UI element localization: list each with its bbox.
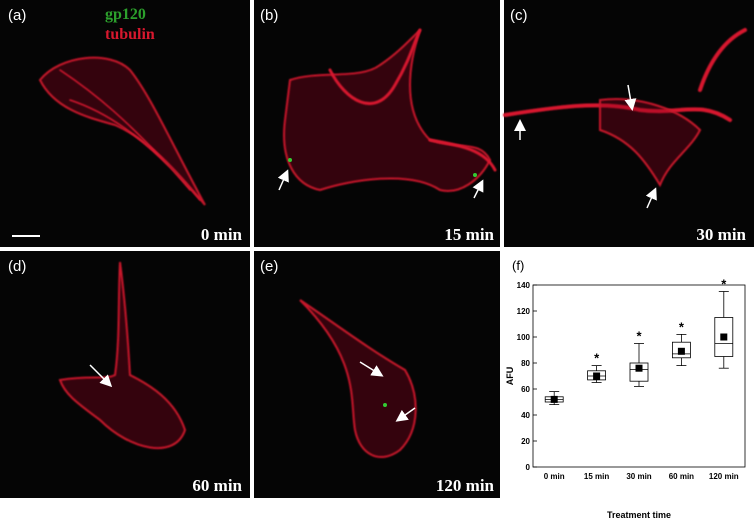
cell — [299, 299, 417, 459]
time-label: 30 min — [696, 225, 746, 244]
y-tick-label: 0 — [526, 463, 531, 472]
x-tick-label: 0 min — [544, 472, 565, 481]
mean — [593, 372, 601, 380]
gp120-spot — [473, 173, 477, 177]
panel-d: (d) 60 min — [0, 251, 250, 498]
cell — [58, 261, 187, 449]
significance: * — [636, 329, 642, 344]
x-tick-label: 120 min — [709, 472, 739, 481]
plot-frame — [532, 284, 746, 468]
mean — [635, 364, 643, 372]
panel-label: (f) — [512, 258, 524, 273]
cell — [328, 28, 497, 172]
y-tick-label: 100 — [517, 333, 531, 342]
box-chart: (f) Treatment time AFU 0 20 40 60 80 100 120 14… — [505, 258, 746, 520]
cell — [283, 29, 492, 192]
gp120-spot — [288, 158, 292, 162]
y-tick-label: 120 — [517, 307, 531, 316]
arrow — [395, 407, 416, 422]
panel-label: (b) — [260, 7, 278, 24]
time-label: 60 min — [192, 476, 242, 495]
panel-label: (e) — [260, 258, 278, 275]
arrow — [645, 187, 657, 209]
mean — [677, 347, 685, 355]
mean — [720, 333, 728, 341]
legend-tubulin: tubulin — [105, 26, 155, 43]
arrow — [277, 169, 289, 191]
significance: * — [594, 351, 600, 366]
y-tick-label: 20 — [521, 437, 530, 446]
y-axis-label: AFU — [505, 367, 515, 386]
cell — [38, 56, 206, 206]
cell — [59, 69, 201, 201]
y-tick-label: 60 — [521, 385, 530, 394]
panel-label: (a) — [8, 7, 26, 24]
x-axis-label: Treatment time — [607, 510, 671, 520]
y-tick-label: 140 — [517, 281, 531, 290]
y-tick-label: 80 — [521, 359, 530, 368]
x-tick-label: 15 min — [584, 472, 609, 481]
panel-label: (c) — [510, 7, 528, 24]
arrow — [472, 179, 484, 199]
x-tick-label: 60 min — [669, 472, 694, 481]
panel-a: (a) gp120 tubulin 0 min — [0, 0, 250, 247]
panel-b: (b) 15 min — [254, 0, 500, 247]
time-label: 120 min — [436, 476, 495, 495]
gp120-spot — [383, 403, 387, 407]
x-tick-label: 30 min — [626, 472, 651, 481]
box — [629, 362, 649, 382]
panel-c: (c) 30 min — [503, 0, 754, 247]
panel-e: (e) 120 min — [254, 251, 500, 498]
significance: * — [721, 277, 727, 292]
arrow — [89, 364, 113, 388]
arrow — [359, 361, 384, 377]
panel-label: (d) — [8, 258, 26, 275]
cell — [599, 98, 702, 188]
significance: * — [679, 319, 685, 334]
time-label: 15 min — [444, 225, 494, 244]
legend-gp120: gp120 — [105, 6, 146, 23]
mean — [550, 395, 558, 403]
arrow — [624, 84, 637, 111]
y-tick-label: 40 — [521, 411, 530, 420]
time-label: 0 min — [201, 225, 243, 244]
